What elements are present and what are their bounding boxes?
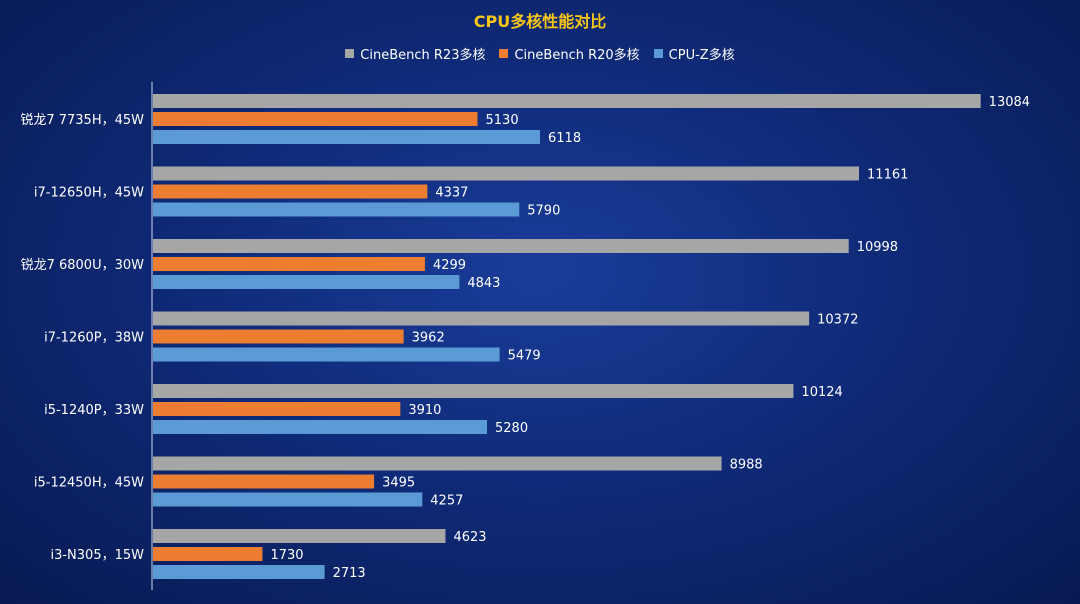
data-label-cpuz: 5479 <box>508 349 541 364</box>
bar-cpuz <box>153 347 500 362</box>
bar-r23 <box>153 311 810 326</box>
data-label-r23: 10998 <box>857 240 898 255</box>
category-label: i3-N305，15W <box>50 548 144 563</box>
legend-swatch-r20 <box>499 48 509 58</box>
data-label-r20: 4299 <box>433 258 466 273</box>
legend-swatch-r23 <box>345 48 355 58</box>
legend-item-r20: CineBench R20多核 <box>499 44 640 63</box>
category-label: i7-1260P，38W <box>44 331 144 346</box>
legend-item-r23: CineBench R23多核 <box>345 44 485 63</box>
bar-r23 <box>153 384 794 398</box>
chart-title: CPU多核性能对比 <box>473 12 607 31</box>
bar-cpuz <box>153 130 541 144</box>
bar-cpuz <box>153 565 325 579</box>
category-label: 锐龙7 7735H，45W <box>20 113 144 128</box>
data-label-cpuz: 2713 <box>333 566 366 581</box>
bar-cpuz <box>153 420 488 434</box>
bar-r20 <box>153 112 478 126</box>
bar-r20 <box>153 329 404 344</box>
legend-label-r23: CineBench R23多核 <box>360 47 486 63</box>
legend: CineBench R23多核 CineBench R20多核 CPU-Z多核 <box>0 43 1080 63</box>
legend-item-cpuz: CPU-Z多核 <box>653 44 735 63</box>
data-label-r20: 3962 <box>412 331 445 346</box>
legend-label-cpuz: CPU-Z多核 <box>668 47 735 63</box>
category-label: i5-1240P，33W <box>44 403 144 418</box>
data-label-r20: 5130 <box>486 113 519 128</box>
category-label: 锐龙7 6800U，30W <box>21 258 145 273</box>
legend-label-r20: CineBench R20多核 <box>514 47 640 63</box>
bar-cpuz <box>153 275 460 289</box>
data-label-r20: 1730 <box>270 548 303 563</box>
bar-r20 <box>153 257 425 271</box>
data-label-r23: 11161 <box>867 168 908 183</box>
data-label-cpuz: 6118 <box>548 131 581 146</box>
bar-r20 <box>153 184 428 199</box>
data-label-cpuz: 4257 <box>430 494 463 509</box>
bar-r23 <box>153 456 722 471</box>
bar-r23 <box>153 166 860 181</box>
data-label-r20: 4337 <box>435 186 468 201</box>
data-label-r23: 4623 <box>453 530 486 545</box>
bar-r23 <box>153 239 849 253</box>
bar-r20 <box>153 474 375 489</box>
data-label-cpuz: 5790 <box>527 204 560 219</box>
bar-cpuz <box>153 202 520 217</box>
legend-swatch-cpuz <box>653 48 663 58</box>
data-label-r20: 3910 <box>408 403 441 418</box>
data-label-r23: 13084 <box>989 95 1030 110</box>
category-label: i5-12450H，45W <box>34 476 144 491</box>
bar-r20 <box>153 402 401 416</box>
data-label-cpuz: 4843 <box>467 276 500 291</box>
data-label-r23: 8988 <box>730 458 763 473</box>
bar-r23 <box>153 94 981 108</box>
bar-cpuz <box>153 492 423 507</box>
data-label-r20: 3495 <box>382 476 415 491</box>
data-label-r23: 10124 <box>801 385 842 400</box>
bar-r20 <box>153 547 263 561</box>
bar-r23 <box>153 529 446 543</box>
data-label-r23: 10372 <box>817 313 858 328</box>
category-label: i7-12650H，45W <box>34 186 144 201</box>
data-label-cpuz: 5280 <box>495 421 528 436</box>
